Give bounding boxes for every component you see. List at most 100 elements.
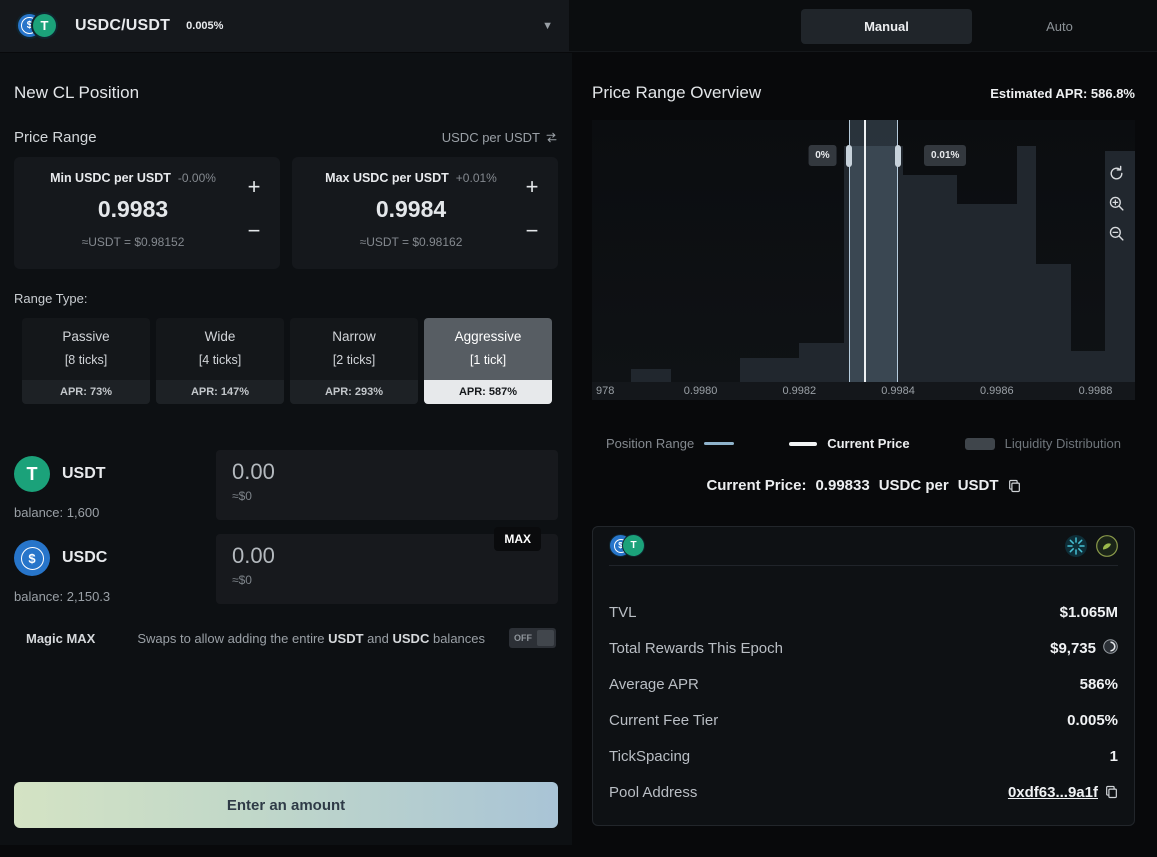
range-type-apr: APR: 293% xyxy=(290,380,418,404)
stat-value: $1.065M xyxy=(1059,603,1118,621)
min-price-box: Min USDC per USDT -0.00% 0.9983 ≈USDT = $… xyxy=(14,157,280,269)
position-range-band[interactable] xyxy=(846,120,901,382)
usdc-amount-box[interactable]: ≈$0 xyxy=(216,534,558,604)
stat-row-average-apr: Average APR 586% xyxy=(609,666,1118,702)
new-position-panel: New CL Position Price Range USDC per USD… xyxy=(0,53,572,845)
range-type-aggressive[interactable]: Aggressive [1 tick] APR: 587% xyxy=(424,318,552,404)
legend-label: Liquidity Distribution xyxy=(1004,436,1121,451)
liquidity-bar xyxy=(1105,151,1135,382)
legend-liquidity-distribution: Liquidity Distribution xyxy=(964,436,1121,451)
current-price-swatch xyxy=(789,441,818,446)
max-price-label: Max USDC per USDT xyxy=(325,171,449,185)
zoom-out-icon[interactable] xyxy=(1107,224,1125,242)
max-price-box: Max USDC per USDT +0.01% 0.9984 ≈USDT = $… xyxy=(292,157,558,269)
manual-mode-button[interactable]: Manual xyxy=(801,9,972,44)
pool-pair-selector[interactable]: $ T USDC/USDT 0.005% ▼ xyxy=(0,0,569,52)
current-price-denom: USDC per xyxy=(878,477,949,494)
deposit-amounts: T USDT balance: 1,600 ≈$0 MAX $ USDC bal… xyxy=(14,450,558,604)
reward-token-icon xyxy=(1103,638,1118,658)
liquidity-bar xyxy=(843,146,903,382)
stat-value: $9,735 xyxy=(1050,639,1096,657)
copy-address-icon[interactable] xyxy=(1105,785,1118,799)
range-type-ticks: [2 ticks] xyxy=(332,353,376,367)
min-price-label: Min USDC per USDT xyxy=(50,171,171,185)
range-right-chip: 0.01% xyxy=(924,145,967,166)
x-axis: 978 0.9980 0.9982 0.9984 0.9986 0.9988 xyxy=(592,382,1135,400)
current-price-token: USDT xyxy=(957,477,999,494)
x-axis-label: 978 xyxy=(596,385,615,397)
liquidity-bar xyxy=(799,342,844,382)
liquidity-bar xyxy=(1036,264,1071,382)
stat-row-fee-tier: Current Fee Tier 0.005% xyxy=(609,702,1118,738)
range-type-apr: APR: 73% xyxy=(22,380,150,404)
range-left-chip: 0% xyxy=(808,145,837,166)
range-left-handle[interactable] xyxy=(846,145,853,167)
stat-value: 1 xyxy=(1109,747,1118,765)
min-price-value[interactable]: 0.9983 xyxy=(97,196,169,222)
pool-info-card: $ T TVL $1.065M Total Rewards This Epoch xyxy=(592,526,1135,826)
liquidity-bar xyxy=(902,175,958,382)
reset-zoom-icon[interactable] xyxy=(1107,164,1125,182)
position-range-swatch xyxy=(704,442,735,445)
usdt-amount-input[interactable] xyxy=(232,459,542,485)
liquidity-chart: 0% 0.01% 978 0.9980 0.9982 0.9984 0.9986 0.99… xyxy=(592,120,1135,400)
magic-max-description: Swaps to allow adding the entire USDT an… xyxy=(137,631,485,646)
range-type-apr: APR: 587% xyxy=(424,380,552,404)
usdt-amount-box[interactable]: ≈$0 xyxy=(216,450,558,520)
submit-button[interactable]: Enter an amount xyxy=(14,782,558,828)
estimated-apr: Estimated APR: 586.8% xyxy=(990,86,1135,101)
range-type-narrow[interactable]: Narrow [2 ticks] APR: 293% xyxy=(290,318,418,404)
range-type-name: Aggressive xyxy=(454,329,522,344)
stat-label: Pool Address xyxy=(609,783,698,801)
legend-current-price: Current Price xyxy=(789,436,910,451)
legend-position-range: Position Range xyxy=(606,436,735,451)
min-price-increase-button[interactable]: + xyxy=(240,173,268,201)
range-right-handle[interactable] xyxy=(894,145,901,167)
range-type-ticks: [8 ticks] xyxy=(64,353,108,367)
range-type-name: Passive xyxy=(62,329,110,344)
auto-mode-button[interactable]: Auto xyxy=(974,9,1145,44)
range-type-wide[interactable]: Wide [4 ticks] APR: 147% xyxy=(156,318,284,404)
x-axis-label: 0.9988 xyxy=(1078,385,1113,397)
liquidity-chart-plot[interactable]: 0% 0.01% xyxy=(592,120,1135,382)
pool-address-link[interactable]: 0xdf63...9a1f xyxy=(1007,783,1098,801)
magic-max-toggle[interactable]: OFF xyxy=(509,628,556,648)
rays-icon[interactable] xyxy=(1065,535,1087,557)
max-price-decrease-button[interactable]: − xyxy=(518,217,546,245)
pool-badges xyxy=(1065,535,1118,557)
range-type-ticks: [1 tick] xyxy=(469,353,507,367)
magic-max-label: Magic MAX xyxy=(26,630,96,646)
min-price-approx: ≈USDT = $0.98152 xyxy=(81,235,185,249)
magic-max-desc-pre: Swaps to allow adding the entire xyxy=(137,630,325,646)
liquidity-bar xyxy=(740,358,800,382)
x-axis-label: 0.9980 xyxy=(683,385,718,397)
mode-toggle: Manual Auto xyxy=(801,9,1145,44)
legend-label: Current Price xyxy=(827,436,910,451)
max-button[interactable]: MAX xyxy=(494,527,541,551)
range-type-passive[interactable]: Passive [8 ticks] APR: 73% xyxy=(22,318,150,404)
toggle-state-label: OFF xyxy=(514,633,532,643)
denomination-switcher[interactable]: USDC per USDT xyxy=(442,130,558,145)
x-axis-label: 0.9986 xyxy=(979,385,1014,397)
stat-label: Current Fee Tier xyxy=(609,711,719,729)
max-price-increase-button[interactable]: + xyxy=(518,173,546,201)
liquidity-bar xyxy=(957,203,1017,382)
stat-value: 0.005% xyxy=(1067,711,1118,729)
charm-icon[interactable] xyxy=(1096,535,1118,557)
toggle-knob xyxy=(537,630,554,646)
copy-price-icon[interactable] xyxy=(1008,479,1021,493)
top-bar: $ T USDC/USDT 0.005% ▼ Manual Auto xyxy=(0,0,1157,52)
current-price-line xyxy=(863,120,866,382)
stat-value: 586% xyxy=(1079,675,1118,693)
magic-max-desc-mid: and xyxy=(367,630,389,646)
usdt-balance: balance: 1,600 xyxy=(14,505,100,520)
zoom-in-icon[interactable] xyxy=(1107,194,1125,212)
current-price-value: 0.99833 xyxy=(815,477,870,494)
chart-legend: Position Range Current Price Liquidity D… xyxy=(592,436,1135,451)
usdc-amount-input[interactable] xyxy=(232,543,542,569)
fee-tier-badge: 0.005% xyxy=(186,20,224,32)
magic-max-row: Magic MAX Swaps to allow adding the enti… xyxy=(14,628,558,648)
max-price-value[interactable]: 0.9984 xyxy=(375,196,447,222)
min-price-decrease-button[interactable]: − xyxy=(240,217,268,245)
range-type-apr: APR: 147% xyxy=(156,380,284,404)
